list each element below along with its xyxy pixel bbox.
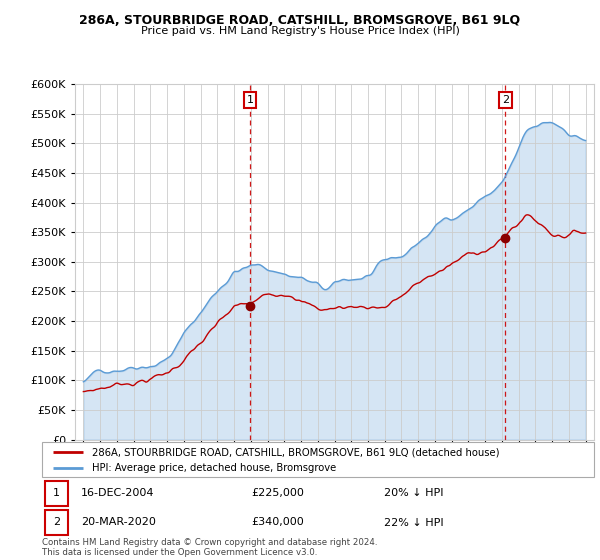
Text: HPI: Average price, detached house, Bromsgrove: HPI: Average price, detached house, Brom… [92,464,336,473]
Bar [45,481,68,506]
Text: £225,000: £225,000 [252,488,305,498]
Text: 2: 2 [502,95,509,105]
Text: 16-DEC-2004: 16-DEC-2004 [80,488,154,498]
Text: 1: 1 [247,95,254,105]
Text: 286A, STOURBRIDGE ROAD, CATSHILL, BROMSGROVE, B61 9LQ (detached house): 286A, STOURBRIDGE ROAD, CATSHILL, BROMSG… [92,447,499,457]
Text: 286A, STOURBRIDGE ROAD, CATSHILL, BROMSGROVE, B61 9LQ: 286A, STOURBRIDGE ROAD, CATSHILL, BROMSG… [79,14,521,27]
Text: 1: 1 [53,488,60,498]
Text: 20-MAR-2020: 20-MAR-2020 [80,517,155,528]
Text: 20% ↓ HPI: 20% ↓ HPI [384,488,444,498]
Text: Price paid vs. HM Land Registry's House Price Index (HPI): Price paid vs. HM Land Registry's House … [140,26,460,36]
Text: 22% ↓ HPI: 22% ↓ HPI [384,517,444,528]
Bar [45,510,68,535]
Text: £340,000: £340,000 [252,517,305,528]
Text: Contains HM Land Registry data © Crown copyright and database right 2024.
This d: Contains HM Land Registry data © Crown c… [42,538,377,557]
Text: 2: 2 [53,517,60,528]
